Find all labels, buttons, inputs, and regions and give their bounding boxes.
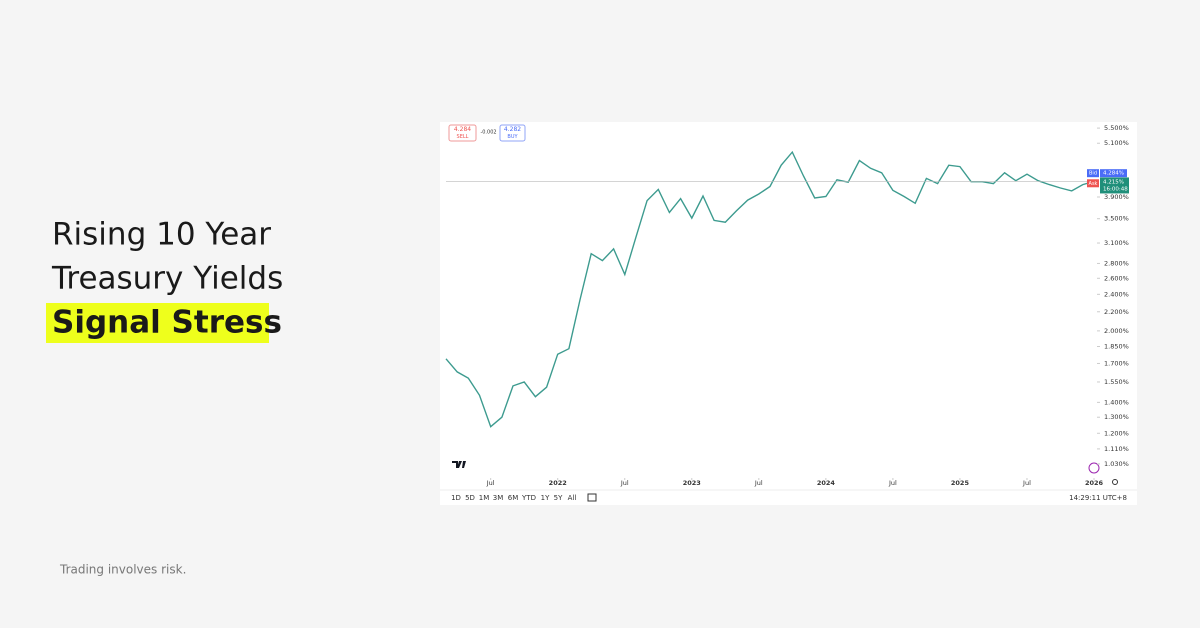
disclaimer: Trading involves risk. (59, 563, 186, 577)
sell-price: 4.284 (454, 126, 471, 133)
icon (1112, 479, 1118, 485)
x-tick-label: Jul (888, 479, 897, 487)
chart-panel: 4.284 SELL -0.002 4.282 BUY 14:29:11 UTC… (440, 122, 1137, 505)
y-tick-label: 1.700% (1104, 359, 1129, 367)
y-tick-label: 1.850% (1104, 343, 1129, 351)
y-tick-label: 1.200% (1104, 429, 1129, 437)
x-tick-label: 2026 (1085, 479, 1104, 487)
y-tick-label: 2.200% (1104, 308, 1129, 316)
icon (1088, 462, 1100, 474)
y-tick-label: 5.500% (1104, 124, 1129, 132)
bid-label-bg (1100, 169, 1127, 178)
y-tick-label: 1.400% (1104, 398, 1129, 406)
x-tick-label: 2025 (951, 479, 970, 487)
headline: Rising 10 Year (52, 217, 271, 253)
yield-line (445, 150, 1095, 428)
range-button[interactable]: YTD (521, 494, 536, 502)
buy-label: BUY (507, 134, 518, 140)
headline-highlight: Signal Stress (52, 305, 282, 341)
ask-name: Ask (1089, 181, 1098, 187)
bid-tag (1087, 169, 1099, 178)
buy-button[interactable] (499, 124, 526, 142)
range-button[interactable]: 1M (479, 494, 490, 502)
chart-background (440, 122, 1137, 505)
clock: 14:29:11 UTC+8 (1069, 494, 1127, 502)
headline: Treasury Yields (51, 261, 283, 297)
y-tick-label: 3.100% (1104, 239, 1129, 247)
y-tick-label: 1.550% (1104, 378, 1129, 386)
y-tick-label: 5.100% (1104, 139, 1129, 147)
last-price-label: 4.215% (1103, 179, 1124, 185)
x-tick-label: Jul (620, 479, 629, 487)
buy-price: 4.282 (504, 126, 521, 133)
y-tick-label: 2.400% (1104, 290, 1129, 298)
ask-tag (1087, 179, 1099, 188)
y-tick-label: 1.300% (1104, 413, 1129, 421)
bid-name: Bid (1089, 171, 1097, 177)
x-tick-label: Jul (1022, 479, 1031, 487)
range-button[interactable]: 3M (493, 494, 504, 502)
y-tick-label: 1.110% (1104, 445, 1129, 453)
x-tick-label: Jul (754, 479, 763, 487)
highlight (46, 303, 269, 343)
icon[interactable] (587, 493, 597, 502)
y-tick-label: 1.030% (1104, 460, 1129, 468)
x-tick-label: Jul (486, 479, 495, 487)
y-tick-label: 3.500% (1104, 215, 1129, 223)
x-tick-label: 2023 (683, 479, 701, 487)
range-button[interactable]: 5D (465, 494, 475, 502)
range-button[interactable]: 1Y (541, 494, 550, 502)
logo (452, 461, 466, 468)
y-tick-label: 3.900% (1104, 193, 1129, 201)
y-tick-label: 2.000% (1104, 327, 1129, 335)
range-button[interactable]: 6M (508, 494, 519, 502)
y-tick-label: 2.600% (1104, 274, 1129, 282)
sell-label: SELL (457, 134, 469, 140)
range-button[interactable]: 1D (451, 494, 461, 502)
last-price-tag (1100, 177, 1129, 194)
bid-label: 4.284% (1103, 171, 1124, 177)
x-tick-label: 2022 (549, 479, 567, 487)
range-button[interactable]: 5Y (554, 494, 563, 502)
sell-button[interactable] (448, 124, 477, 142)
range-button[interactable]: All (568, 494, 577, 502)
spread: -0.002 (480, 130, 496, 136)
y-tick-label: 2.800% (1104, 259, 1129, 267)
last-price-time: 16:00:48 (1103, 186, 1128, 192)
x-tick-label: 2024 (817, 479, 836, 487)
